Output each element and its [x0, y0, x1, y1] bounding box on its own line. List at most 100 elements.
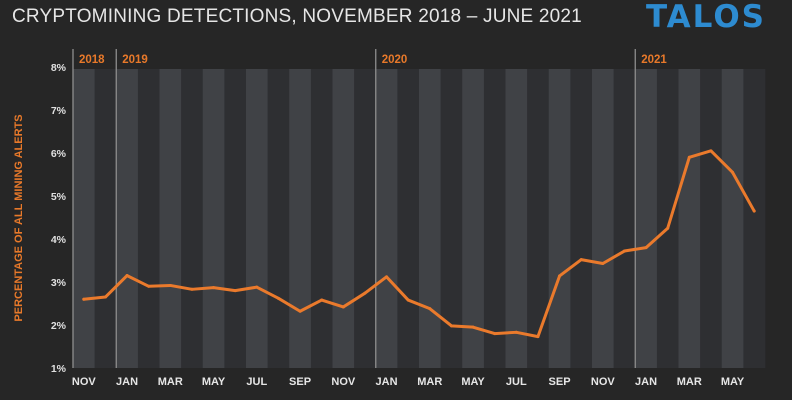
year-label: 2019 — [122, 54, 148, 66]
x-tick-label: JAN — [376, 376, 398, 388]
data-point — [125, 274, 129, 278]
x-tick-label: MAY — [202, 376, 226, 388]
x-tick-label: SEP — [289, 376, 311, 388]
data-point — [320, 298, 324, 302]
month-band — [246, 69, 268, 368]
data-point — [190, 287, 194, 291]
series-line — [82, 149, 756, 339]
year-label: 2018 — [79, 54, 105, 66]
y-tick-label: 1% — [51, 363, 67, 375]
data-point — [233, 289, 237, 293]
y-tick-label: 6% — [51, 148, 67, 160]
month-band — [419, 69, 441, 368]
x-axis-ticks: NOV JAN MAR MAY JUL SEP NOV JAN MAR MAY JUL SEP NOV J… — [72, 376, 745, 388]
year-dividers — [72, 49, 636, 368]
x-tick-label: JUL — [246, 376, 267, 388]
x-tick-label: MAR — [417, 376, 442, 388]
data-point — [298, 309, 302, 313]
month-band — [440, 69, 463, 368]
month-bands — [73, 69, 766, 368]
x-tick-label: JAN — [635, 376, 657, 388]
month-band — [181, 69, 204, 368]
data-point — [709, 149, 713, 153]
month-band — [635, 69, 658, 368]
month-band — [527, 69, 550, 368]
data-point — [579, 258, 583, 262]
data-point — [147, 284, 151, 288]
x-tick-label: MAY — [721, 376, 745, 388]
data-point — [731, 170, 735, 174]
month-band — [462, 69, 485, 368]
month-band — [137, 69, 160, 368]
data-point — [168, 283, 172, 287]
data-point — [82, 297, 86, 301]
data-point — [103, 295, 107, 299]
data-point — [601, 262, 605, 266]
year-label: 2020 — [382, 54, 408, 66]
month-band — [548, 69, 571, 368]
x-tick-label: SEP — [549, 376, 571, 388]
month-band — [73, 69, 95, 368]
y-tick-label: 8% — [51, 62, 67, 74]
month-band — [592, 69, 614, 368]
month-band — [159, 69, 182, 368]
data-point — [687, 155, 691, 159]
month-band — [310, 69, 333, 368]
data-point — [276, 296, 280, 300]
year-label: 2021 — [641, 54, 667, 66]
y-tick-label: 7% — [51, 105, 67, 117]
y-axis-ticks: 1% 2% 3% 4% 5% 6% 7% 8% — [51, 62, 67, 375]
x-tick-label: MAY — [461, 376, 485, 388]
x-tick-label: MAR — [677, 376, 702, 388]
month-band — [678, 69, 701, 368]
month-band — [397, 69, 420, 368]
y-tick-label: 2% — [51, 320, 67, 332]
data-point — [666, 226, 670, 230]
x-tick-label: NOV — [72, 376, 97, 388]
data-point — [428, 307, 432, 311]
y-axis-label: PERCENTAGE OF ALL MINING ALERTS — [13, 114, 25, 321]
month-band — [332, 69, 355, 368]
month-band — [202, 69, 225, 368]
data-point — [493, 332, 497, 336]
data-point — [622, 249, 626, 253]
data-point — [212, 286, 216, 290]
data-point — [255, 285, 259, 289]
month-band — [700, 69, 723, 368]
month-band — [721, 69, 744, 368]
month-band — [224, 69, 247, 368]
x-tick-label: JAN — [116, 376, 138, 388]
month-band — [116, 69, 139, 368]
data-point — [449, 324, 453, 328]
month-band — [743, 69, 766, 368]
data-point — [536, 335, 540, 339]
chart-title: CRYPTOMINING DETECTIONS, NOVEMBER 2018 –… — [12, 6, 582, 27]
data-point — [406, 298, 410, 302]
month-band — [267, 69, 290, 368]
month-band — [613, 69, 636, 368]
data-point — [385, 275, 389, 279]
series-group — [82, 149, 756, 339]
month-band — [656, 69, 679, 368]
year-labels: 2018 2019 2020 2021 — [79, 54, 667, 66]
data-point — [363, 291, 367, 295]
month-band — [483, 69, 506, 368]
data-point — [471, 325, 475, 329]
x-tick-label: NOV — [331, 376, 356, 388]
data-point — [752, 209, 756, 213]
month-band — [505, 69, 528, 368]
month-band — [375, 69, 398, 368]
x-tick-label: MAR — [158, 376, 183, 388]
x-tick-label: NOV — [591, 376, 616, 388]
data-point — [558, 274, 562, 278]
month-band — [289, 69, 312, 368]
data-point — [514, 330, 518, 334]
month-band — [94, 69, 117, 368]
x-tick-label: JUL — [506, 376, 527, 388]
month-band — [570, 69, 593, 368]
y-tick-label: 3% — [51, 277, 67, 289]
month-band — [354, 69, 377, 368]
y-tick-label: 4% — [51, 234, 67, 246]
data-point — [341, 305, 345, 309]
